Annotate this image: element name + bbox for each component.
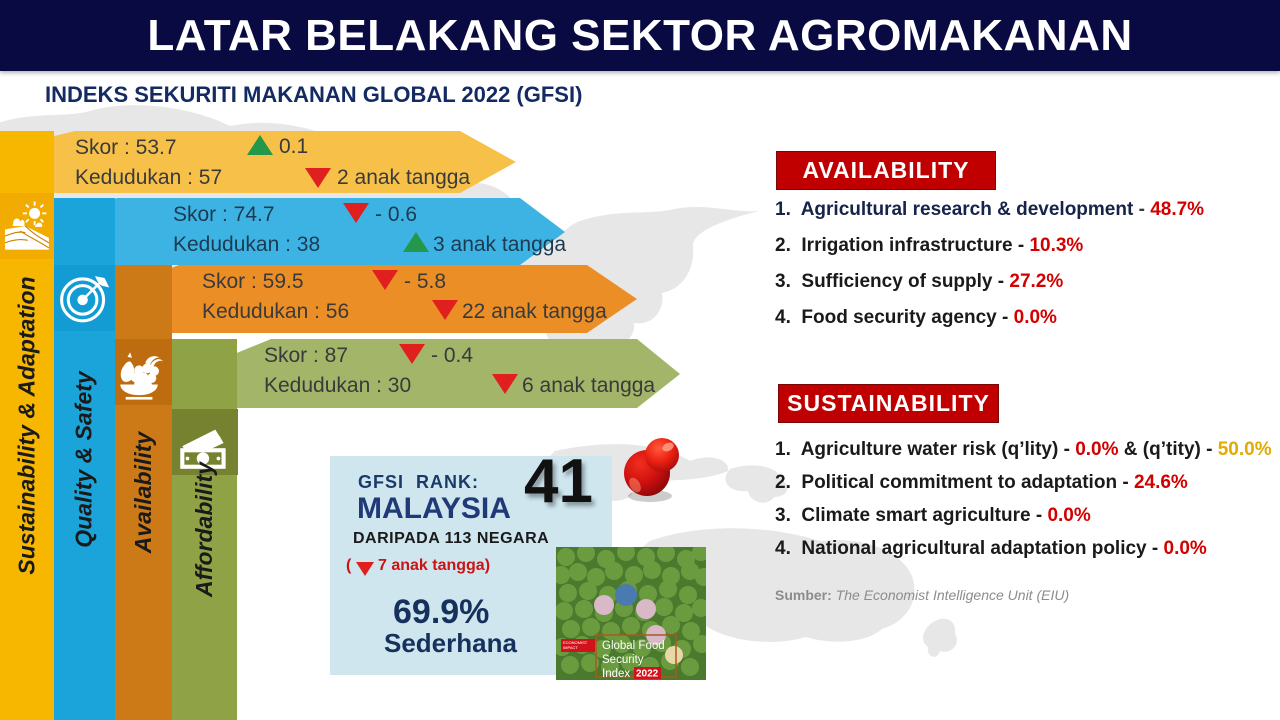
svg-text:Security: Security [602,654,644,666]
svg-text:Index: Index [602,668,630,680]
svg-text:Global Food: Global Food [602,640,665,652]
svg-text:2022: 2022 [636,669,659,680]
svg-text:IMPACT: IMPACT [563,645,578,650]
